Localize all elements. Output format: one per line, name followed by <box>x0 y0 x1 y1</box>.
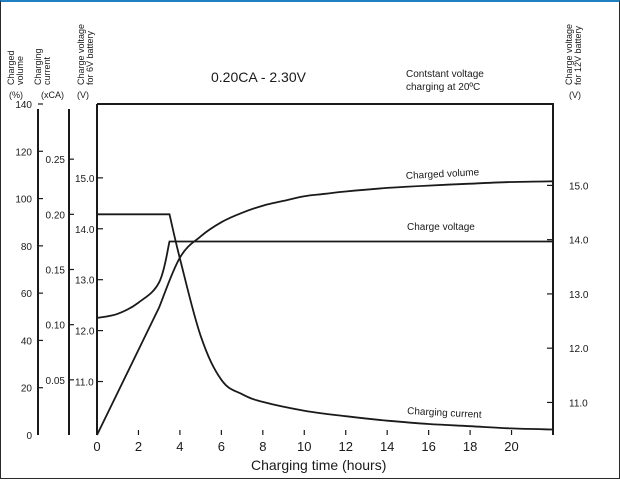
plot-area-border <box>96 103 554 435</box>
charged-volume-tick-label: 40 <box>21 336 33 347</box>
charging-current-tick-label: 0.15 <box>46 266 66 277</box>
charged-volume-tick-label: 140 <box>15 100 32 111</box>
voltage-6v-tick-label: 15.0 <box>75 174 95 185</box>
voltage-12v-ticks: 11.0 12.0 13.0 14.0 15.0 <box>547 181 589 409</box>
charging-current-unit: (xCA) <box>41 90 64 100</box>
voltage-12v-tick-label: 15.0 <box>569 181 589 192</box>
x-axis-title: Charging time (hours) <box>251 457 386 473</box>
x-axis-tick-label: 20 <box>504 439 518 454</box>
charged-volume-tick-label: 20 <box>21 384 33 395</box>
x-axis-tick-label: 14 <box>380 439 394 454</box>
x-axis-tick-label: 16 <box>421 439 435 454</box>
x-axis-tick-label: 12 <box>338 439 352 454</box>
series-curves <box>96 180 554 436</box>
charged-volume-tick-label: 0 <box>26 431 32 442</box>
voltage-6v-axis-title-line1: Charge voltage <box>76 24 86 85</box>
charged-volume-tick-label: 80 <box>21 242 33 253</box>
voltage-6v-axis-title-line2: for 6V battery <box>85 30 95 85</box>
charged-volume-tick-label: 100 <box>15 195 32 206</box>
charged-volume-unit: (%) <box>9 90 23 100</box>
charging-current-axis-title-line1: Charging <box>33 48 43 85</box>
voltage-6v-tick-label: 14.0 <box>75 225 95 236</box>
charged-volume-curve <box>96 180 554 436</box>
series-label-charged-volume: Charged volume <box>406 167 480 182</box>
charging-current-axis-title-line2: current <box>42 56 52 85</box>
voltage-6v-unit: (V) <box>77 90 89 100</box>
voltage-6v-tick-label: 13.0 <box>75 276 95 287</box>
x-axis-tick-label: 0 <box>93 439 100 454</box>
voltage-12v-axis-title-line2: for 12V battery <box>573 25 583 85</box>
series-label-charge-voltage: Charge voltage <box>407 222 475 233</box>
voltage-12v-tick-label: 13.0 <box>569 290 589 301</box>
x-axis-tick-label: 10 <box>297 439 311 454</box>
charging-current-ticks: 0.05 0.10 0.15 0.20 0.25 <box>46 155 74 387</box>
charge-voltage-curve <box>96 240 553 319</box>
condition-note-line1: Contstant voltage <box>406 69 484 80</box>
x-axis-ticks: 0 2 4 6 8 10 12 14 16 18 20 <box>93 430 519 454</box>
x-axis-tick-label: 18 <box>463 439 477 454</box>
charged-volume-axis-title-line2: volume <box>15 56 25 85</box>
voltage-6v-ticks: 11.0 12.0 13.0 14.0 15.0 <box>75 174 103 389</box>
x-axis-tick-label: 2 <box>135 439 142 454</box>
x-axis-tick-label: 6 <box>218 439 225 454</box>
charged-volume-tick-label: 120 <box>15 147 32 158</box>
voltage-6v-tick-label: 12.0 <box>75 327 95 338</box>
charged-volume-ticks: 0 20 40 60 80 100 120 140 <box>15 100 43 442</box>
voltage-12v-axis-title-line1: Charge voltage <box>564 24 574 85</box>
charging-current-tick-label: 0.20 <box>46 210 66 221</box>
charged-volume-tick-label: 60 <box>21 289 33 300</box>
x-axis-tick-label: 4 <box>176 439 183 454</box>
voltage-6v-tick-label: 11.0 <box>75 378 94 389</box>
chart-title: 0.20CA - 2.30V <box>211 69 307 85</box>
series-label-charging-current: Charging current <box>407 406 482 421</box>
voltage-12v-tick-label: 11.0 <box>569 398 588 409</box>
charging-current-tick-label: 0.05 <box>46 376 66 387</box>
x-axis-tick-label: 8 <box>259 439 266 454</box>
charged-volume-axis-title-line1: Charged <box>6 50 16 85</box>
voltage-12v-tick-label: 12.0 <box>569 344 589 355</box>
voltage-12v-tick-label: 14.0 <box>569 236 589 247</box>
charging-current-curve <box>97 213 554 431</box>
condition-note-line2: charging at 20ºC <box>406 82 480 93</box>
charging-current-tick-label: 0.25 <box>46 155 66 166</box>
voltage-12v-unit: (V) <box>569 90 581 100</box>
charging-current-tick-label: 0.10 <box>46 321 66 332</box>
